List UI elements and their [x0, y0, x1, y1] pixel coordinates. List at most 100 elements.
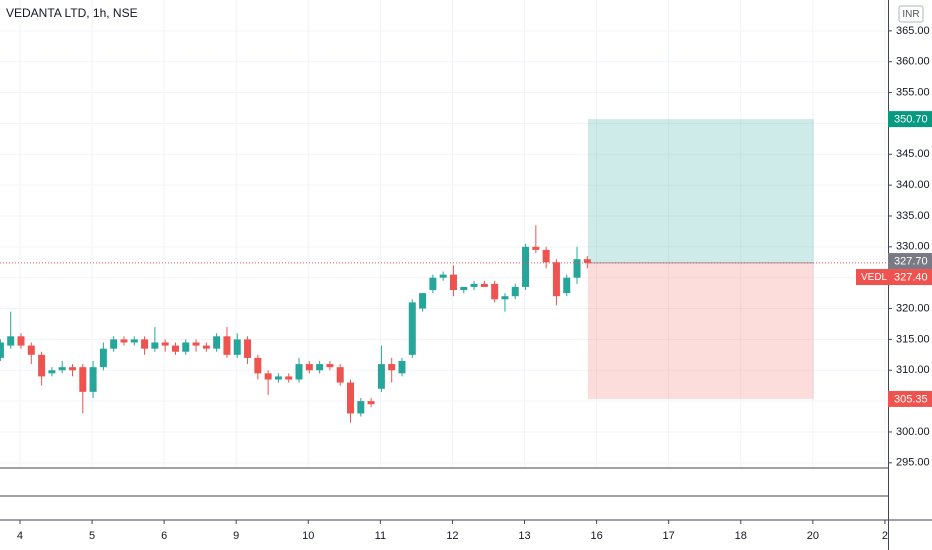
- x-tick-label: 20: [807, 530, 819, 542]
- candle-body: [316, 364, 324, 371]
- candle-body: [244, 339, 252, 358]
- candle-body: [202, 345, 210, 349]
- candle-body: [161, 342, 169, 346]
- candle-body: [17, 336, 25, 346]
- candle-body: [480, 283, 488, 287]
- candle-body: [470, 283, 478, 287]
- price-label-box: [888, 390, 932, 407]
- candle-body: [408, 302, 416, 355]
- candle-body: [439, 274, 447, 278]
- candle-body: [398, 360, 406, 374]
- candle-body: [79, 367, 87, 392]
- candle-body: [429, 277, 437, 291]
- x-tick-label: 18: [735, 530, 747, 542]
- price-label-box: [888, 269, 932, 286]
- candle-body: [542, 249, 550, 263]
- candle-body: [7, 336, 15, 346]
- candle-body: [213, 336, 221, 349]
- candle-body: [171, 345, 179, 352]
- candle-body: [336, 367, 344, 383]
- candle-body: [48, 370, 56, 374]
- candle-body: [89, 367, 97, 392]
- axes: 295.00300.00305.00310.00315.00320.00325.…: [17, 25, 932, 542]
- price-label: 305.35: [894, 393, 928, 405]
- candle-body: [552, 262, 560, 297]
- candle-body: [573, 259, 581, 278]
- candle-body: [58, 367, 66, 371]
- candle-body: [264, 373, 272, 380]
- candle-body: [110, 339, 118, 349]
- candle-body: [295, 364, 303, 380]
- candle-body: [274, 376, 282, 380]
- candle-body: [192, 342, 200, 346]
- symbol-label: VEDL: [861, 272, 888, 283]
- candle-body: [120, 339, 128, 343]
- candle-body: [563, 277, 571, 294]
- x-tick-label: 11: [375, 530, 386, 542]
- y-tick-label: 320.00: [896, 302, 930, 314]
- candle-body: [326, 364, 334, 368]
- y-tick-label: 365.00: [896, 25, 930, 37]
- x-tick-label: 17: [663, 530, 675, 542]
- candle-body: [501, 296, 509, 300]
- candle-body: [347, 382, 355, 414]
- y-tick-label: 315.00: [896, 333, 930, 345]
- candle-body: [27, 345, 35, 355]
- x-tick-label: 13: [518, 530, 530, 542]
- x-tick-label: 4: [17, 530, 23, 542]
- currency-box: [898, 5, 924, 23]
- candle-body: [68, 367, 76, 371]
- price-label: 327.70: [894, 255, 928, 267]
- candle-body: [511, 286, 519, 297]
- candle-body: [583, 259, 591, 263]
- candle-body: [460, 286, 468, 291]
- loss-zone: [587, 262, 814, 399]
- x-tick-label: 16: [590, 530, 602, 542]
- price-label: 327.40: [894, 271, 928, 283]
- currency: INR: [902, 9, 919, 20]
- y-tick-label: 300.00: [896, 426, 930, 438]
- x-tick-label: 12: [446, 530, 458, 542]
- y-tick-label: 335.00: [896, 210, 930, 222]
- candle-body: [223, 336, 231, 355]
- candle-body: [99, 348, 107, 368]
- candle-body: [388, 364, 396, 371]
- y-tick-label: 345.00: [896, 148, 930, 160]
- grid: [0, 0, 888, 468]
- x-tick-label: 6: [161, 530, 167, 542]
- y-tick-label: 310.00: [896, 364, 930, 376]
- candle-body: [285, 376, 293, 380]
- candle-body: [130, 339, 138, 343]
- x-tick-label: 2: [882, 530, 888, 542]
- candle-body: [141, 339, 149, 349]
- price-label-box: [888, 253, 932, 270]
- y-tick-label: 355.00: [896, 86, 930, 98]
- candle-body: [522, 246, 530, 287]
- candle-body: [233, 339, 241, 355]
- price-label: 350.70: [894, 114, 928, 126]
- candle-body: [182, 342, 190, 352]
- candle-body: [151, 342, 159, 349]
- symbol-label-box: [856, 269, 888, 286]
- chart-title: VEDANTA LTD, 1h, NSE: [6, 6, 138, 20]
- x-tick-label: 9: [233, 530, 239, 542]
- candle-body: [254, 357, 262, 374]
- candle-body: [449, 274, 457, 291]
- candle-body: [305, 364, 313, 371]
- candle-body: [367, 401, 375, 405]
- candle-body: [38, 354, 46, 377]
- candle-body: [532, 246, 540, 250]
- y-tick-label: 330.00: [896, 241, 930, 253]
- x-tick-label: 5: [89, 530, 95, 542]
- x-tick-label: 10: [302, 530, 314, 542]
- plot: [0, 119, 888, 423]
- profit-zone: [587, 119, 814, 263]
- candle-body: [0, 342, 4, 358]
- candle-body: [491, 283, 499, 300]
- y-tick-label: 340.00: [896, 179, 930, 191]
- candle-body: [377, 364, 385, 389]
- y-tick-label: 360.00: [896, 56, 930, 68]
- price-label-box: [888, 111, 932, 128]
